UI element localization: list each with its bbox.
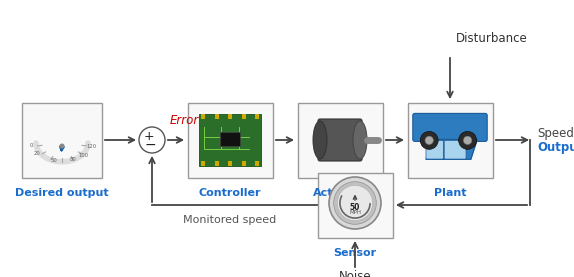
Text: 120: 120 — [87, 144, 97, 150]
Bar — [228, 114, 232, 119]
FancyBboxPatch shape — [318, 119, 362, 161]
FancyBboxPatch shape — [426, 140, 443, 159]
Circle shape — [139, 127, 165, 153]
Bar — [201, 114, 205, 119]
Ellipse shape — [313, 121, 327, 159]
Text: Speed: Speed — [537, 127, 574, 140]
Bar — [215, 114, 219, 119]
Ellipse shape — [353, 121, 367, 159]
Text: 20: 20 — [34, 151, 41, 156]
Text: 0: 0 — [30, 143, 33, 148]
Text: Controller: Controller — [199, 188, 261, 198]
Polygon shape — [426, 139, 477, 159]
Bar — [215, 161, 219, 166]
Bar — [201, 161, 205, 166]
FancyBboxPatch shape — [413, 113, 487, 141]
Bar — [255, 161, 259, 166]
Circle shape — [329, 177, 381, 229]
FancyBboxPatch shape — [317, 173, 393, 237]
Text: Error: Error — [170, 114, 199, 127]
Text: MPH: MPH — [349, 211, 361, 216]
Text: −: − — [144, 138, 156, 152]
Text: Noise: Noise — [339, 270, 371, 277]
FancyBboxPatch shape — [199, 114, 261, 166]
Text: Output: Output — [537, 142, 574, 155]
FancyBboxPatch shape — [408, 102, 492, 178]
Bar — [242, 161, 246, 166]
FancyBboxPatch shape — [297, 102, 382, 178]
Text: 80: 80 — [70, 157, 77, 162]
Text: Plant: Plant — [434, 188, 466, 198]
Circle shape — [425, 136, 433, 145]
Circle shape — [463, 136, 472, 145]
Text: Sensor: Sensor — [333, 248, 377, 258]
Text: Desired output: Desired output — [15, 188, 109, 198]
FancyBboxPatch shape — [220, 132, 240, 146]
Circle shape — [459, 131, 476, 149]
Circle shape — [420, 131, 438, 149]
Text: Actuator: Actuator — [313, 188, 367, 198]
Text: 100: 100 — [79, 153, 89, 158]
Circle shape — [333, 182, 377, 224]
Text: 50: 50 — [51, 158, 58, 163]
Circle shape — [60, 143, 64, 148]
Circle shape — [338, 185, 373, 221]
FancyBboxPatch shape — [444, 140, 466, 159]
Text: +: + — [144, 130, 154, 143]
Text: Disturbance: Disturbance — [456, 32, 528, 45]
Text: Monitored speed: Monitored speed — [183, 215, 277, 225]
Text: 50: 50 — [350, 202, 360, 212]
FancyBboxPatch shape — [22, 102, 102, 178]
Bar — [255, 114, 259, 119]
Bar — [242, 114, 246, 119]
Bar — [228, 161, 232, 166]
FancyBboxPatch shape — [188, 102, 273, 178]
